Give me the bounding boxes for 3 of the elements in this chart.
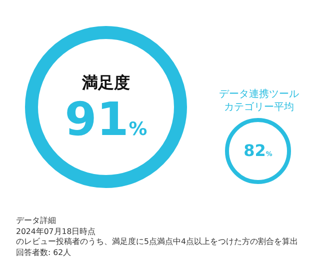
category-label: データ連携ツールカテゴリー平均 [218, 88, 300, 114]
category-label: 満足度 [82, 72, 130, 94]
data-label: 91% [64, 92, 148, 146]
